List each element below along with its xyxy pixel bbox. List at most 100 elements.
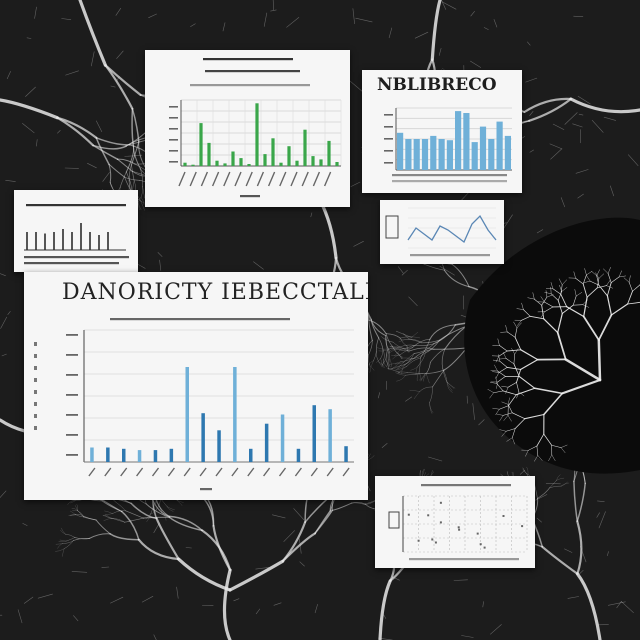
mc-bar [328,409,332,462]
tc-ytick [169,128,178,130]
tr-bar [479,126,487,170]
mc-bar [217,430,221,462]
tc-bar [247,164,251,166]
br-point [417,539,420,542]
tc-xtick [290,171,298,187]
tc-bar [279,162,283,166]
mc-bar [106,447,110,462]
tr-bar [438,139,445,170]
mc-xtick [231,467,239,477]
lc-xlabels-text-line [410,254,490,257]
mc-xtick [183,467,191,477]
mc-ylabel-mark [34,342,37,346]
mc-grid [83,329,354,463]
left-small-chart [24,204,129,265]
mc-xtick [136,467,144,477]
mc-ytick [66,374,78,376]
ls-bar [53,232,55,250]
top-center-chart-card [145,50,350,207]
mc-ytick [66,354,78,356]
br-point [483,546,486,549]
tr-ytick [384,138,393,140]
ls-bar [98,235,100,250]
ls-bar [35,232,37,250]
br-point [407,513,410,516]
tc-xtick [223,171,231,187]
br-point [427,514,430,517]
tr-bar [446,140,453,170]
tc-xtick [200,171,209,187]
tr-bar [471,142,478,170]
bottom-right-chart-card [375,476,535,568]
tc-bar [199,123,203,166]
tr-bar [496,121,503,170]
br-xlabels-text-line [409,558,519,561]
mc-bar [137,450,142,462]
tc-xtick [234,171,242,187]
tc-xtick [189,171,197,187]
tr-xlabels2-text-line [392,180,507,183]
mc-bar [90,447,94,462]
tr-bar [421,139,429,170]
br-point [479,543,482,546]
tc-ytick [169,139,178,141]
tr-bar [430,135,437,170]
mc-ylabel-mark [34,402,37,406]
mc-bar [344,446,348,462]
mc-ylabel-mark [34,354,37,358]
tr-bar [504,135,511,170]
tc-ytick [169,117,178,119]
ls-bar [80,223,82,250]
top-right-chart-card: NBLIBRECO [362,70,522,193]
mc-ylabel-mark [34,390,37,394]
tr-bar [413,139,420,170]
mc-xtick [326,467,334,477]
tc-bar [183,162,187,166]
tr-bar [397,132,404,170]
ls-bar [107,232,109,250]
mc-xtick [278,467,287,477]
top-right-title: NBLIBRECO [377,75,497,95]
tc-xtick [323,171,332,187]
mc-xtick [342,467,350,477]
mc-ylabel-mark [34,378,37,382]
tr-bar [455,111,462,170]
tc-xtick [256,171,265,187]
tc-xlabel-text-line [240,195,260,198]
ls-bar [44,233,46,250]
tr-ytick [384,162,393,164]
ls-bar [26,232,28,250]
bottom-right-chart [388,484,528,561]
tr-grid [395,107,512,171]
tr-ytick [384,150,393,152]
tr-ytick [384,126,393,128]
mc-bar [153,450,158,462]
tr-xlabels-text-line [392,174,507,177]
mc-xtick [88,467,96,477]
tc-bar [327,140,331,166]
tc-bar [231,151,235,166]
main-chart [34,318,354,491]
br-point [476,532,479,535]
br-point [434,541,437,544]
mc-xtick [263,467,271,477]
mc-xtick [199,467,207,477]
tc-xtick [279,171,287,187]
tc-bar [263,154,267,166]
line-chart-card [380,200,504,264]
mc-ytick [66,334,78,336]
tc-grid [180,99,342,167]
mc-ylabel-mark [34,414,37,418]
ls-bar [71,232,73,250]
br-point [439,501,442,504]
mc-bar [233,367,237,462]
br-title-text-line [421,484,511,487]
tc-ytick [169,161,178,163]
br-point [439,521,442,524]
mc-xtick [104,467,112,477]
tr-bar [488,139,495,170]
tc-bar [255,103,259,166]
top-center-chart [169,58,342,198]
tc-ytick [169,106,178,108]
tc-title-text-line [203,58,293,61]
